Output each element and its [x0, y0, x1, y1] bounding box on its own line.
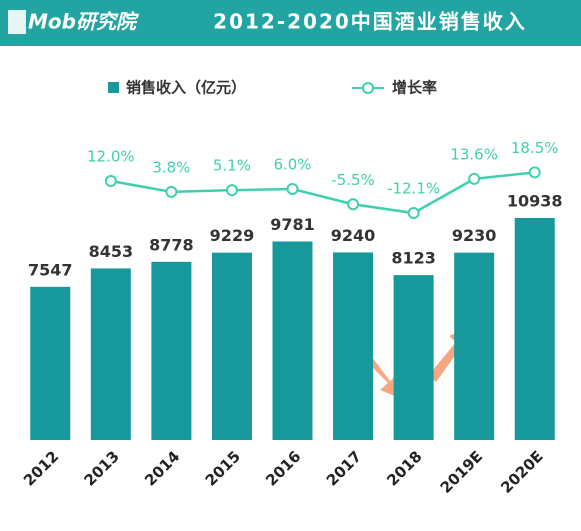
chart-title: 2012-2020中国酒业销售收入 — [213, 10, 527, 34]
growth-value-label: 5.1% — [213, 157, 251, 175]
legend-swatch — [108, 82, 119, 93]
growth-value-label: -12.1% — [387, 180, 440, 198]
bar-value-label: 9781 — [270, 215, 315, 234]
growth-value-label: 18.5% — [511, 139, 559, 157]
growth-marker — [468, 172, 481, 185]
growth-marker — [286, 182, 299, 195]
bar-value-label: 10938 — [507, 191, 563, 210]
legend-marker — [362, 82, 374, 94]
bar — [90, 268, 131, 440]
growth-value-label: 3.8% — [152, 158, 190, 176]
logo-icon — [8, 10, 26, 34]
bar — [30, 286, 71, 440]
legend-label: 增长率 — [392, 79, 437, 97]
bar-value-label: 9229 — [210, 226, 255, 245]
logo: Mob研究院 — [28, 10, 140, 34]
bar — [514, 217, 555, 440]
bar — [393, 275, 434, 440]
growth-line — [110, 171, 535, 215]
growth-value-label: -5.5% — [331, 171, 375, 189]
header — [0, 0, 581, 46]
bar-value-label: 8778 — [149, 235, 194, 254]
growth-marker — [528, 166, 541, 179]
bar-value-label: 8453 — [89, 242, 134, 261]
growth-marker — [104, 175, 117, 188]
bar-value-label: 9240 — [331, 226, 376, 245]
bar-value-label: 8123 — [391, 249, 436, 268]
bar-value-label: 9230 — [452, 226, 497, 245]
growth-value-label: 6.0% — [273, 155, 311, 173]
growth-marker — [347, 198, 360, 211]
growth-value-label: 12.0% — [87, 148, 135, 166]
bar — [151, 261, 192, 440]
bar — [211, 252, 252, 440]
growth-marker — [407, 207, 420, 220]
growth-marker — [225, 184, 238, 197]
growth-value-label: 13.6% — [450, 145, 498, 163]
legend-label: 销售收入（亿元） — [126, 79, 246, 97]
bar — [454, 252, 495, 440]
bar — [272, 241, 313, 440]
bar-value-label: 7547 — [28, 260, 73, 279]
growth-marker — [165, 185, 178, 198]
bar — [333, 252, 374, 440]
